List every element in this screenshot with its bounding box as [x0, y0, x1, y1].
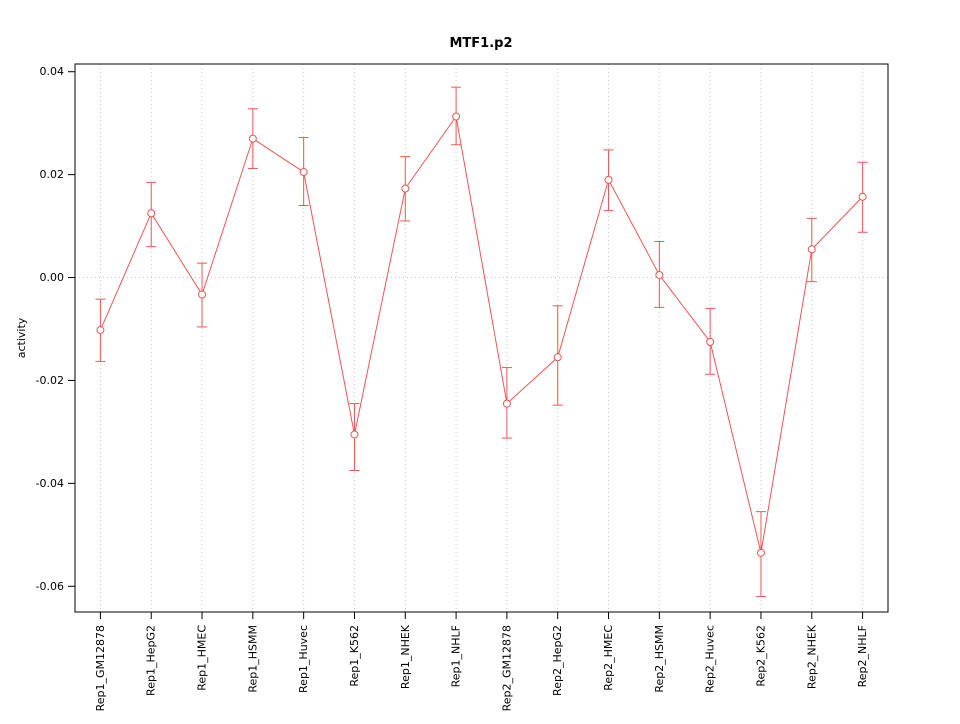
x-tick-label: Rep1_HSMM — [246, 625, 259, 693]
x-tick-label: Rep1_NHEK — [399, 624, 412, 689]
data-point — [553, 353, 562, 362]
data-point — [96, 326, 105, 335]
data-series — [95, 86, 868, 598]
x-tick-label: Rep1_HMEC — [196, 625, 209, 691]
data-point — [198, 290, 207, 299]
x-tick-label: Rep1_K562 — [348, 625, 361, 687]
data-point — [858, 192, 867, 201]
y-axis-label: activity — [15, 317, 28, 358]
y-tick-label: 0.02 — [40, 168, 65, 181]
x-tick-label: Rep1_HepG2 — [145, 625, 158, 696]
y-tick-label: -0.02 — [36, 374, 64, 387]
gridlines — [75, 64, 888, 612]
series-line — [99, 115, 863, 553]
data-point — [756, 548, 765, 557]
y-tick-label: 0.04 — [40, 65, 65, 78]
data-point — [502, 399, 511, 408]
x-tick-label: Rep1_GM12878 — [94, 625, 107, 711]
chart-title: MTF1.p2 — [449, 36, 512, 51]
y-tick-label: -0.06 — [36, 580, 64, 593]
data-point — [299, 168, 308, 177]
x-tick-label: Rep2_HepG2 — [551, 625, 564, 696]
data-point — [706, 337, 715, 346]
x-tick-label: Rep1_Huvec — [297, 625, 310, 693]
x-tick-label: Rep2_HSMM — [653, 625, 666, 693]
data-point — [401, 184, 410, 193]
y-tick-label: 0.00 — [40, 271, 65, 284]
data-point — [147, 209, 156, 218]
x-tick-label: Rep1_NHLF — [450, 625, 463, 687]
data-point — [452, 112, 461, 121]
data-point — [807, 245, 816, 254]
x-tick-label: Rep2_GM12878 — [500, 625, 513, 711]
plot-border — [74, 63, 889, 613]
x-tick-label: Rep2_NHLF — [856, 625, 869, 687]
axes: -0.06 -0.04 -0.02 0.00 0.02 0.04 Rep1_GM12878 R… — [36, 65, 870, 711]
x-tick-label: Rep2_HMEC — [602, 625, 615, 691]
data-point — [248, 134, 257, 143]
x-tick-label: Rep2_Huvec — [704, 625, 717, 693]
y-tick-label: -0.04 — [36, 477, 64, 490]
data-point — [604, 175, 613, 184]
x-tick-label: Rep2_K562 — [754, 625, 767, 687]
data-point — [350, 430, 359, 439]
data-point — [655, 270, 664, 279]
x-tick-label: Rep2_NHEK — [805, 624, 818, 689]
